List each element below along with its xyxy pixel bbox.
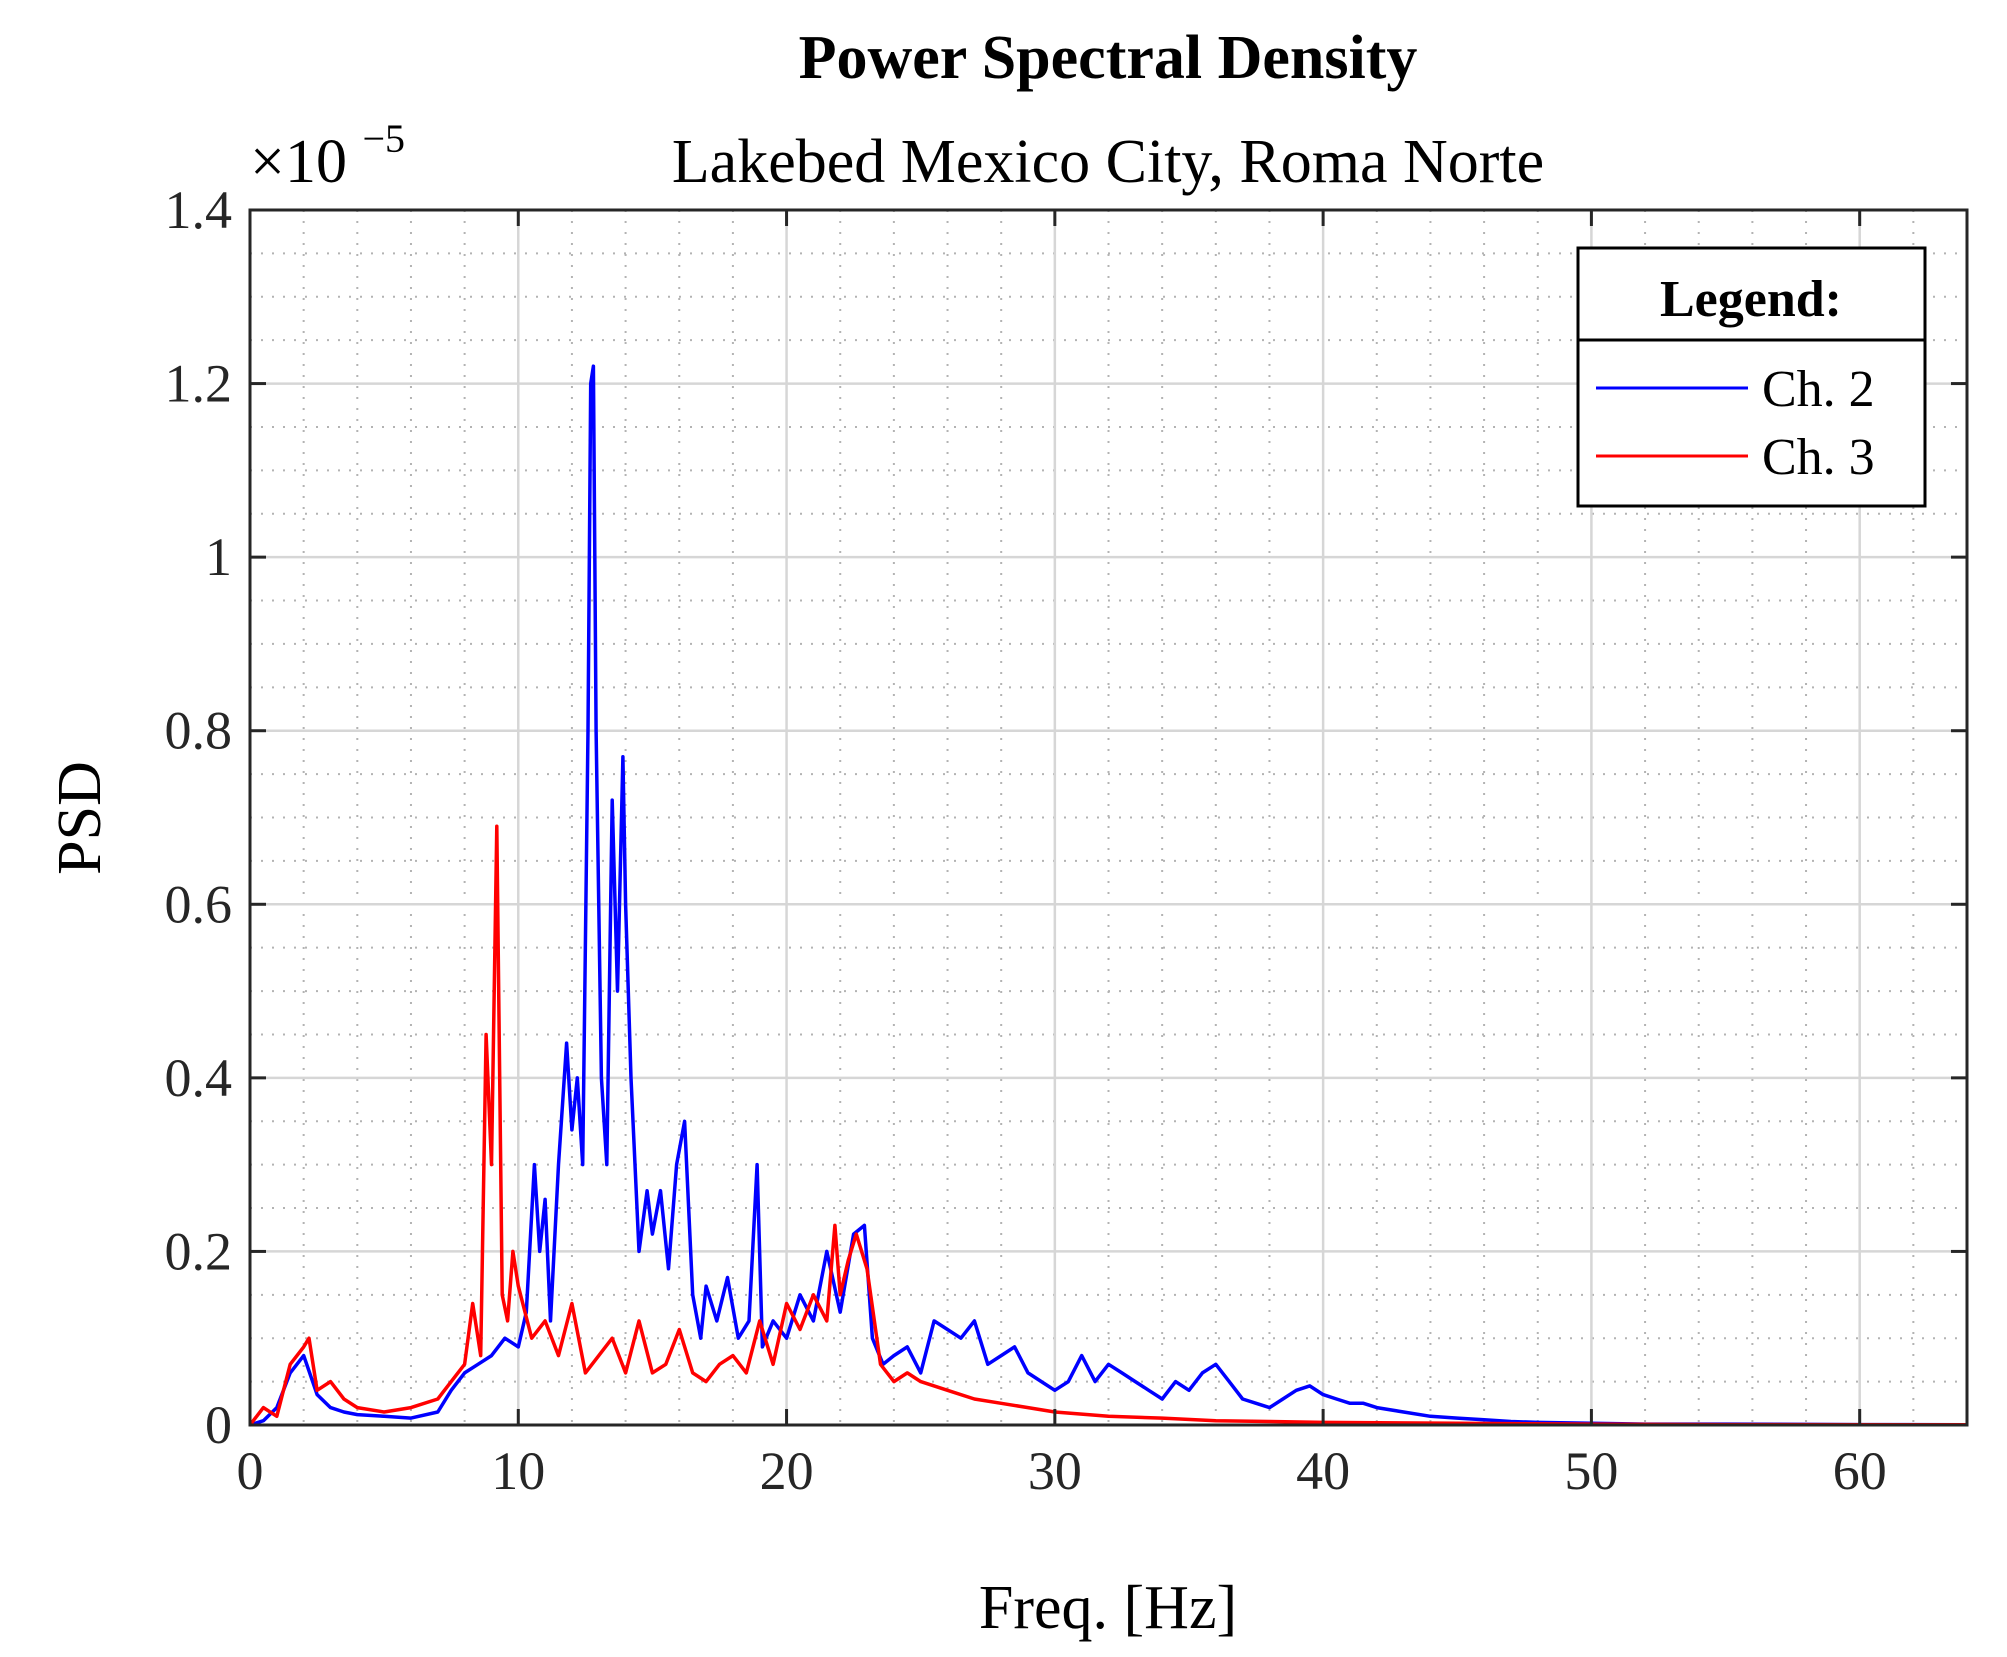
plot-frame xyxy=(248,208,1969,1427)
legend-title: Legend: xyxy=(1660,271,1842,328)
legend-label-ch3: Ch. 3 xyxy=(1762,429,1875,486)
x-axis-label: Freq. [Hz] xyxy=(979,1574,1237,1642)
chart-subtitle: Lakebed Mexico City, Roma Norte xyxy=(672,128,1544,196)
x-tick-label: 20 xyxy=(760,1441,814,1501)
minor-grid xyxy=(250,210,1968,1425)
y-exponent-base: ×10 xyxy=(250,128,347,196)
legend-box xyxy=(1576,246,1927,508)
x-tick-label: 40 xyxy=(1296,1441,1350,1501)
y-tick-labels: 0 0.2 0.4 0.6 0.8 1 1.2 1.4 xyxy=(165,180,233,1455)
y-tick-label: 1 xyxy=(205,527,232,587)
x-tick-label: 30 xyxy=(1028,1441,1082,1501)
series-line-ch2 xyxy=(249,364,1968,1427)
y-exponent-label: ×10 −5 xyxy=(250,116,405,196)
y-tick-label: 0.4 xyxy=(165,1048,233,1108)
legend-label-ch2: Ch. 2 xyxy=(1762,361,1875,418)
y-tick-label: 0.8 xyxy=(165,701,233,761)
y-tick-label: 1.4 xyxy=(165,180,233,240)
y-exponent-power: −5 xyxy=(362,116,405,161)
y-tick-label: 0 xyxy=(205,1395,232,1455)
y-tick-label: 1.2 xyxy=(165,354,233,414)
x-tick-label: 0 xyxy=(237,1441,264,1501)
chart-title: Power Spectral Density xyxy=(799,24,1418,92)
x-tick-label: 10 xyxy=(491,1441,545,1501)
x-tick-label: 50 xyxy=(1564,1441,1618,1501)
y-axis-label: PSD xyxy=(46,761,114,875)
tick-marks xyxy=(248,208,1967,1427)
y-tick-label: 0.6 xyxy=(165,874,233,934)
y-tick-label: 0.2 xyxy=(165,1221,233,1281)
series-layer xyxy=(248,364,1968,1427)
x-tick-label: 60 xyxy=(1833,1441,1887,1501)
series-line-ch3 xyxy=(248,824,1968,1427)
legend: Legend: Ch. 2 Ch. 3 xyxy=(1576,246,1927,508)
x-tick-labels: 0 10 20 30 40 50 60 xyxy=(237,1441,1887,1501)
